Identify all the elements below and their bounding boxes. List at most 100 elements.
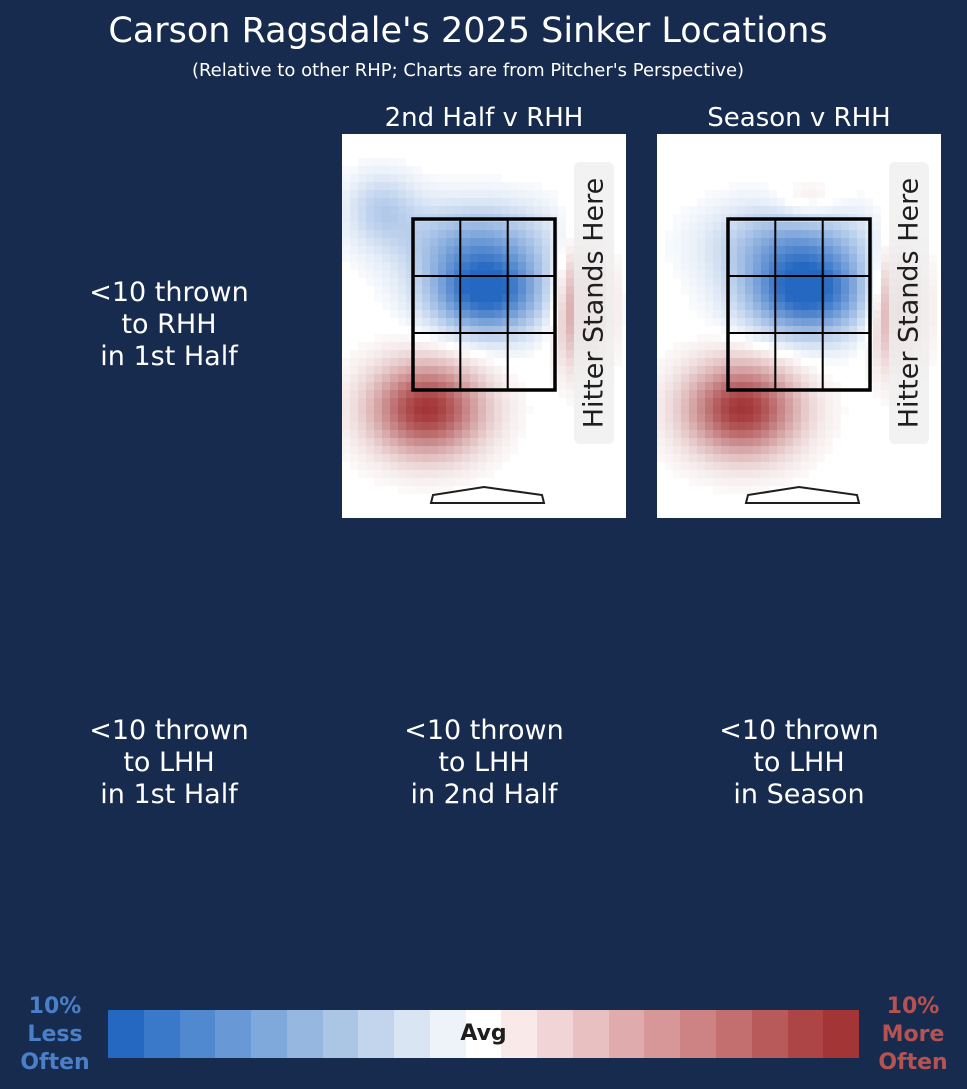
heatmap-cell [390, 414, 398, 422]
heatmap-cell [857, 286, 865, 294]
heatmap-cell [777, 310, 785, 318]
heatmap-cell [462, 350, 470, 358]
heatmap-cell [382, 406, 390, 414]
heatmap-cell [785, 222, 793, 230]
heatmap-cell [745, 326, 753, 334]
heatmap-cell [881, 358, 889, 366]
heatmap-cell [366, 374, 374, 382]
heatmap-cell [542, 254, 550, 262]
heatmap-cell [785, 270, 793, 278]
heatmap-cell [753, 222, 761, 230]
heatmap-cell [873, 366, 881, 374]
heatmap-cell [761, 182, 769, 190]
heatmap-cell [502, 286, 510, 294]
heatmap-cell [793, 238, 801, 246]
heatmap-cell [769, 470, 777, 478]
heatmap-cell [689, 358, 697, 366]
heatmap-cell [665, 374, 673, 382]
heatmap-cell [390, 454, 398, 462]
heatmap-cell [446, 446, 454, 454]
heatmap-cell [857, 294, 865, 302]
heatmap-cell [534, 262, 542, 270]
heatmap-cell [390, 422, 398, 430]
home-plate-icon [744, 485, 861, 504]
panel-title-2nd-half-rhh: 2nd Half v RHH [384, 103, 584, 133]
heatmap-cell [777, 366, 785, 374]
heatmap-cell [689, 478, 697, 486]
heatmap-cell [729, 422, 737, 430]
heatmap-cell [510, 238, 518, 246]
heatmap-cell [438, 278, 446, 286]
heatmap-cell [801, 374, 809, 382]
heatmap-cell [801, 390, 809, 398]
heatmap-cell [358, 374, 366, 382]
heatmap-cell [430, 270, 438, 278]
heatmap-cell [849, 294, 857, 302]
heatmap-cell [777, 406, 785, 414]
heatmap-cell [502, 350, 510, 358]
heatmap-cell [777, 462, 785, 470]
heatmap-cell [342, 238, 350, 246]
heatmap-cell [857, 270, 865, 278]
heatmap-cell [665, 230, 673, 238]
heatmap-cell [737, 230, 745, 238]
heatmap-cell [558, 286, 566, 294]
heatmap-cell [350, 246, 358, 254]
heatmap-cell [705, 478, 713, 486]
heatmap-cell [793, 326, 801, 334]
heatmap-cell [382, 214, 390, 222]
heatmap-cell [518, 222, 526, 230]
heatmap-cell [502, 310, 510, 318]
heatmap-cell [713, 382, 721, 390]
heatmap-cell [745, 310, 753, 318]
heatmap-cell [350, 262, 358, 270]
heatmap-cell [366, 182, 374, 190]
heatmap-cell [777, 318, 785, 326]
heatmap-cell [382, 342, 390, 350]
heatmap-cell [697, 374, 705, 382]
heatmap-cell [681, 358, 689, 366]
heatmap-cell [721, 390, 729, 398]
heatmap-cell [486, 366, 494, 374]
heatmap-cell [518, 206, 526, 214]
heatmap-cell [705, 342, 713, 350]
heatmap-cell [558, 350, 566, 358]
heatmap-cell [753, 238, 761, 246]
heatmap-cell [438, 414, 446, 422]
heatmap-cell [374, 278, 382, 286]
heatmap-cell [857, 254, 865, 262]
heatmap-cell [366, 158, 374, 166]
heatmap-cell [526, 182, 534, 190]
heatmap-cell [777, 246, 785, 254]
heatmap-cell [454, 406, 462, 414]
heatmap-cell [673, 454, 681, 462]
heatmap-cell [454, 182, 462, 190]
heatmap-cell [809, 182, 817, 190]
heatmap-cell [454, 278, 462, 286]
heatmap-cell [705, 206, 713, 214]
heatmap-cell [753, 366, 761, 374]
heatmap-cell [737, 238, 745, 246]
heatmap-cell [390, 198, 398, 206]
heatmap-cell [833, 246, 841, 254]
heatmap-cell [430, 310, 438, 318]
heatmap-cell [753, 302, 761, 310]
heatmap-cell [721, 446, 729, 454]
heatmap-cell [406, 190, 414, 198]
heatmap-cell [438, 206, 446, 214]
heatmap-cell [390, 182, 398, 190]
heatmap-cell [494, 254, 502, 262]
heatmap-cell [801, 294, 809, 302]
heatmap-cell [438, 198, 446, 206]
heatmap-cell [486, 318, 494, 326]
heatmap-cell [793, 382, 801, 390]
heatmap-cell [382, 302, 390, 310]
heatmap-cell [382, 294, 390, 302]
heatmap-cell [382, 278, 390, 286]
heatmap-cell [470, 438, 478, 446]
heatmap-cell [534, 334, 542, 342]
heatmap-cell [769, 326, 777, 334]
heatmap-cell [382, 438, 390, 446]
heatmap-cell [414, 302, 422, 310]
heatmap-cell [793, 222, 801, 230]
